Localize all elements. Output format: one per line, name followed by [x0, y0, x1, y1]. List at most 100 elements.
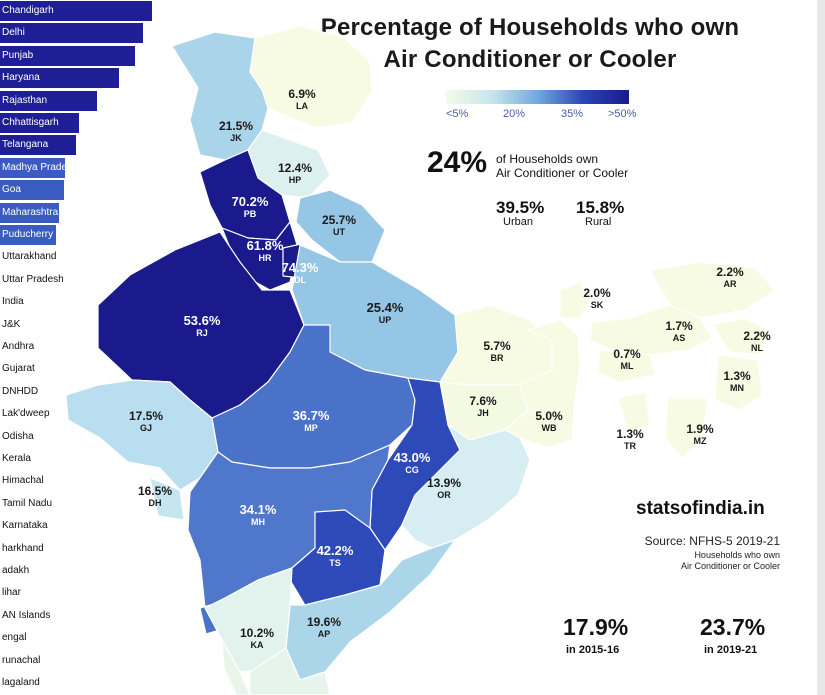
state-code-label: UP — [379, 315, 392, 325]
ranking-bar-label: lagaland — [2, 677, 40, 688]
state-ML — [597, 349, 656, 383]
state-code-label: NL — [751, 343, 763, 353]
brand-name: statsofindia.in — [636, 498, 765, 519]
ranking-bar — [0, 135, 76, 156]
urban-value: 39.5% — [496, 198, 545, 217]
ranking-bar-label: Himachal — [2, 475, 44, 487]
ranking-bar-label: lihar — [2, 587, 21, 599]
state-code-label: TS — [329, 558, 341, 568]
headline-value: 24% — [427, 146, 488, 179]
state-value-label: 1.7% — [665, 319, 693, 333]
state-value-label: 43.0% — [394, 450, 431, 465]
ranking-bar-label: AN Islands — [2, 609, 51, 621]
state-value-label: 34.1% — [240, 502, 277, 517]
legend-tick: 35% — [561, 108, 584, 120]
ranking-bar-label: J&K — [2, 318, 21, 330]
state-value-label: 5.0% — [535, 409, 563, 423]
state-value-label: 25.7% — [322, 213, 356, 227]
state-code-label: RJ — [196, 328, 208, 338]
ranking-bar-label: Chandigarh — [2, 5, 54, 16]
state-value-label: 0.7% — [613, 347, 641, 361]
state-code-label: DL — [294, 275, 306, 285]
state-value-label: 2.2% — [743, 329, 771, 343]
ranking-bar-label: engal — [2, 632, 27, 644]
state-value-label: 36.6% — [158, 614, 192, 628]
state-code-label: ML — [621, 361, 634, 371]
state-code-label: BR — [491, 353, 504, 363]
ranking-bar-label: Telangana — [2, 139, 49, 151]
state-code-label: UT — [333, 227, 345, 237]
state-code-label: AP — [318, 629, 331, 639]
state-value-label: 2.2% — [716, 265, 744, 279]
source-line-2: Households who own — [694, 550, 780, 560]
ranking-bar-label: Punjab — [2, 49, 34, 61]
ranking-bar-list: Chandigarh Delhi Punjab Haryana Rajasthan Chh… — [0, 0, 160, 695]
ranking-bar — [0, 202, 60, 223]
source-line-1: Source: NFHS-5 2019-21 — [644, 534, 780, 548]
state-code-label: AS — [673, 333, 686, 343]
state-code-label: TR — [624, 441, 636, 451]
ranking-bar-label: Chhattisgarh — [2, 117, 59, 128]
ranking-bar-label: Haryana — [2, 72, 40, 84]
state-value-label: 19.6% — [307, 615, 341, 629]
state-code-label: JK — [230, 133, 242, 143]
state-code-label: GJ — [140, 423, 152, 433]
legend-tick: >50% — [608, 108, 637, 120]
chart-title-line-2: Air Conditioner or Cooler — [383, 46, 677, 73]
state-MN — [714, 354, 763, 411]
state-value-label: 61.8% — [247, 238, 284, 253]
trend-label-2021: in 2019-21 — [704, 644, 758, 656]
urban-label: Urban — [503, 216, 533, 228]
ranking-bar-label: Lak'dweep — [2, 408, 50, 420]
state-TN — [249, 647, 331, 695]
rural-label: Rural — [585, 216, 612, 228]
ranking-bar-label: Karnataka — [2, 520, 48, 532]
state-value-label: 12.4% — [278, 161, 312, 175]
state-code-label: AR — [724, 279, 737, 289]
headline-text-line-1: of Households own — [496, 152, 599, 166]
state-value-label: 25.4% — [367, 300, 404, 315]
state-value-label: 42.2% — [317, 543, 354, 558]
ranking-bar — [0, 1, 152, 21]
ranking-bar-label: harkhand — [2, 542, 44, 554]
state-MZ — [664, 397, 709, 459]
ranking-bar — [0, 225, 57, 245]
state-code-label: PB — [244, 209, 257, 219]
color-legend-bar — [446, 90, 629, 104]
state-code-label: OR — [437, 490, 451, 500]
state-value-label: 7.6% — [469, 394, 497, 408]
state-AS — [589, 304, 713, 356]
state-LA — [249, 25, 373, 129]
ranking-bar-label: Rajasthan — [2, 94, 48, 106]
chart-title-line-1: Percentage of Households who own — [320, 14, 740, 41]
state-WB — [504, 319, 581, 449]
legend-tick: <5% — [446, 108, 469, 120]
state-code-label: HP — [289, 175, 302, 185]
ranking-bar-label: Odisha — [2, 430, 34, 442]
state-value-label: 16.5% — [138, 484, 172, 498]
ranking-bar — [0, 45, 136, 66]
ranking-bar-label: Puducherry — [2, 229, 54, 240]
frame-edge — [817, 0, 825, 695]
state-value-label: 5.7% — [483, 339, 511, 353]
ranking-bar-label: Kerala — [2, 453, 31, 464]
state-DH — [149, 477, 185, 521]
state-code-label: SK — [591, 300, 604, 310]
state-code-label: MP — [304, 423, 318, 433]
ranking-bar — [0, 90, 98, 111]
state-code-label: LA — [296, 101, 308, 111]
source-line-3: Air Conditioner or Cooler — [680, 561, 780, 571]
state-code-label: DH — [149, 498, 162, 508]
state-code-label: MN — [730, 383, 744, 393]
ranking-bar-label: runachal — [2, 654, 41, 666]
state-code-label: CG — [405, 465, 419, 475]
state-code-label: JH — [477, 408, 489, 418]
state-SK — [559, 281, 591, 319]
ranking-bar-label: Gujarat — [2, 363, 35, 375]
state-value-label: 1.9% — [686, 422, 714, 436]
state-value-label: 1.3% — [616, 427, 644, 441]
state-code-label: MH — [251, 517, 265, 527]
ranking-bar — [0, 157, 66, 178]
state-code-label: WB — [542, 423, 557, 433]
